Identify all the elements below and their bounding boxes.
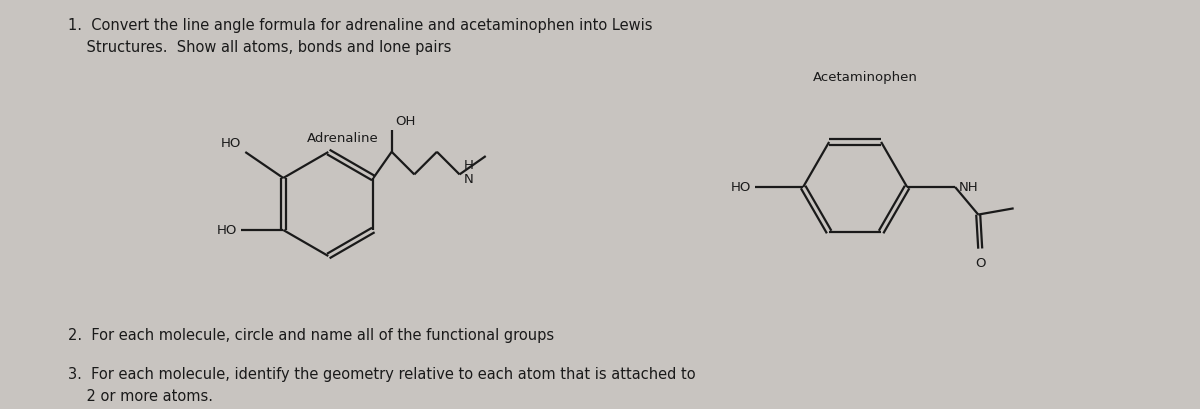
Text: N: N <box>463 173 473 185</box>
Text: O: O <box>974 256 985 269</box>
Text: HO: HO <box>221 137 241 150</box>
Text: NH: NH <box>959 181 979 194</box>
Text: HO: HO <box>217 224 238 237</box>
Text: Acetaminophen: Acetaminophen <box>812 71 918 84</box>
Text: 1.  Convert the line angle formula for adrenaline and acetaminophen into Lewis
 : 1. Convert the line angle formula for ad… <box>68 18 653 54</box>
Text: H: H <box>463 159 474 171</box>
Text: 2.  For each molecule, circle and name all of the functional groups: 2. For each molecule, circle and name al… <box>68 327 554 342</box>
Text: Adrenaline: Adrenaline <box>307 132 379 145</box>
Text: OH: OH <box>396 115 416 128</box>
Text: 3.  For each molecule, identify the geometry relative to each atom that is attac: 3. For each molecule, identify the geome… <box>68 366 696 402</box>
Text: HO: HO <box>731 181 751 194</box>
